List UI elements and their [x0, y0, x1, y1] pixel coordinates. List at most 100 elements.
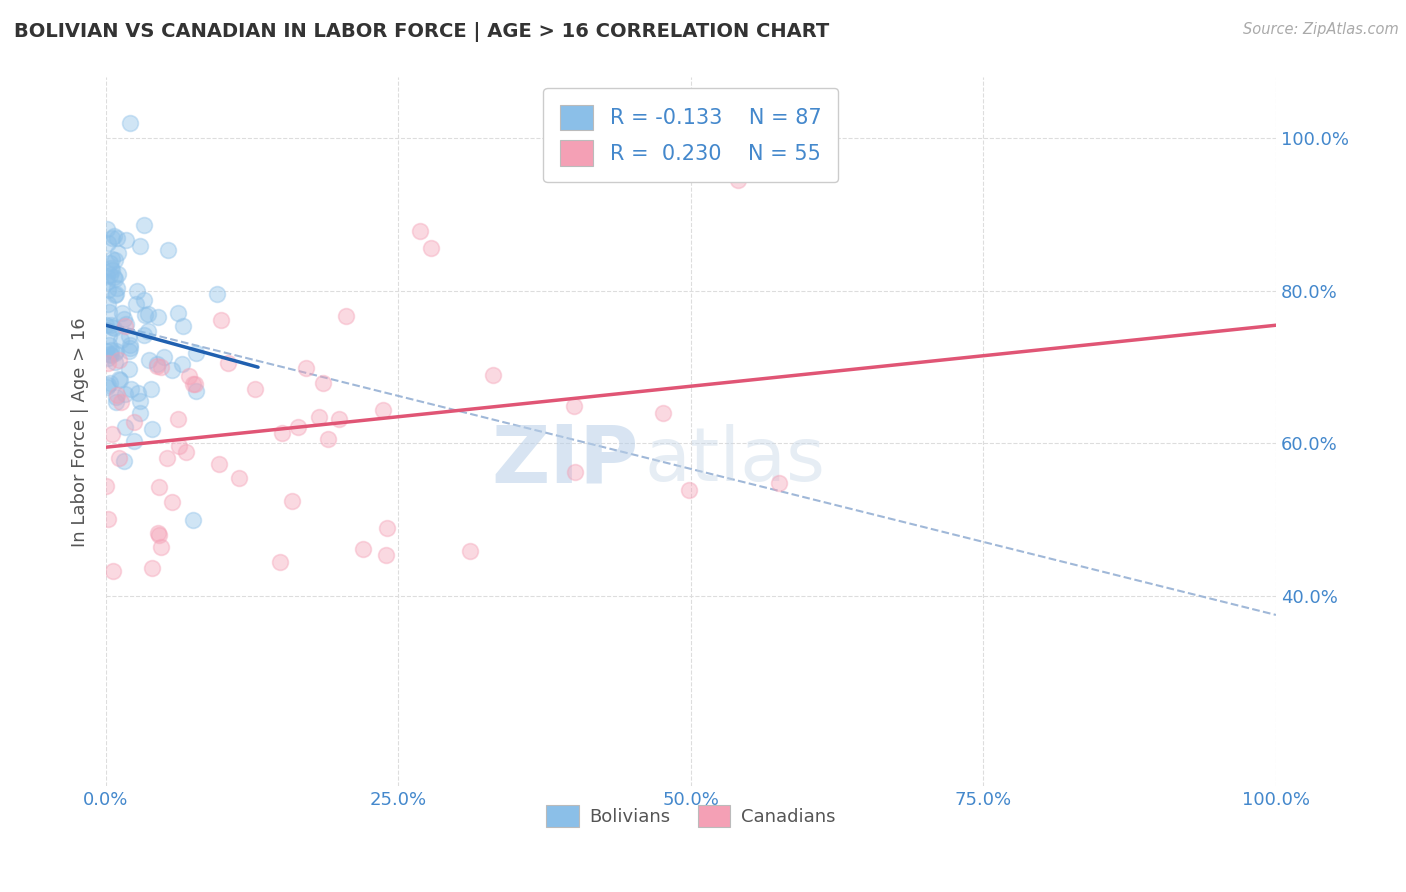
Point	[153, 350, 176, 364]
Point	[181, 513, 204, 527]
Point	[94, 479, 117, 493]
Point	[120, 338, 142, 352]
Point	[122, 434, 145, 448]
Point	[110, 306, 132, 320]
Point	[104, 272, 127, 286]
Point	[110, 373, 132, 387]
Point	[184, 345, 207, 359]
Point	[105, 395, 128, 409]
Point	[101, 252, 124, 267]
Point	[138, 307, 160, 321]
Point	[107, 246, 129, 260]
Point	[105, 231, 128, 245]
Point	[564, 465, 586, 479]
Point	[371, 402, 394, 417]
Point	[107, 451, 129, 466]
Point	[122, 415, 145, 429]
Point	[335, 309, 357, 323]
Point	[134, 308, 156, 322]
Point	[104, 390, 127, 404]
Point	[352, 541, 374, 556]
Point	[105, 344, 128, 359]
Point	[114, 319, 136, 334]
Point	[124, 296, 146, 310]
Point	[132, 293, 155, 308]
Point	[420, 241, 443, 255]
Point	[295, 361, 318, 376]
Text: BOLIVIAN VS CANADIAN IN LABOR FORCE | AGE > 16 CORRELATION CHART: BOLIVIAN VS CANADIAN IN LABOR FORCE | AG…	[14, 22, 830, 42]
Point	[107, 372, 129, 386]
Point	[146, 310, 169, 324]
Point	[174, 445, 197, 459]
Point	[181, 376, 204, 391]
Point	[97, 297, 120, 311]
Point	[97, 283, 120, 297]
Point	[167, 411, 190, 425]
Point	[98, 376, 121, 391]
Point	[134, 328, 156, 343]
Point	[138, 353, 160, 368]
Point	[118, 361, 141, 376]
Point	[115, 317, 138, 331]
Point	[184, 384, 207, 399]
Point	[768, 476, 790, 491]
Point	[97, 378, 120, 392]
Point	[209, 313, 232, 327]
Point	[217, 356, 239, 370]
Point	[98, 256, 121, 270]
Point	[184, 376, 207, 391]
Point	[160, 362, 183, 376]
Point	[150, 541, 173, 555]
Point	[228, 471, 250, 485]
Point	[103, 270, 125, 285]
Point	[96, 344, 118, 359]
Point	[114, 387, 136, 401]
Point	[156, 451, 179, 466]
Point	[98, 305, 121, 319]
Point	[118, 329, 141, 343]
Point	[104, 288, 127, 302]
Point	[482, 368, 505, 383]
Point	[727, 173, 749, 187]
Point	[98, 329, 121, 343]
Point	[118, 341, 141, 355]
Point	[110, 333, 132, 347]
Point	[97, 337, 120, 351]
Point	[127, 386, 149, 401]
Point	[96, 221, 118, 235]
Point	[269, 555, 291, 569]
Point	[104, 346, 127, 360]
Point	[128, 394, 150, 409]
Point	[141, 382, 163, 396]
Point	[97, 512, 120, 526]
Point	[408, 224, 430, 238]
Point	[118, 344, 141, 359]
Point	[100, 343, 122, 358]
Point	[328, 412, 350, 426]
Point	[114, 420, 136, 434]
Point	[652, 406, 675, 420]
Point	[281, 493, 304, 508]
Point	[105, 388, 128, 402]
Point	[162, 495, 184, 509]
Point	[98, 268, 121, 282]
Point	[145, 359, 167, 374]
Text: atlas: atlas	[644, 424, 825, 497]
Point	[172, 357, 194, 371]
Point	[105, 286, 128, 301]
Point	[270, 425, 292, 440]
Point	[318, 432, 340, 446]
Point	[458, 544, 481, 558]
Point	[94, 318, 117, 332]
Point	[156, 244, 179, 258]
Legend: Bolivians, Canadians: Bolivians, Canadians	[538, 797, 842, 834]
Point	[104, 253, 127, 268]
Point	[98, 347, 121, 361]
Point	[97, 351, 120, 365]
Point	[148, 528, 170, 542]
Point	[141, 560, 163, 574]
Point	[96, 356, 118, 370]
Point	[308, 410, 330, 425]
Point	[100, 260, 122, 275]
Point	[96, 268, 118, 283]
